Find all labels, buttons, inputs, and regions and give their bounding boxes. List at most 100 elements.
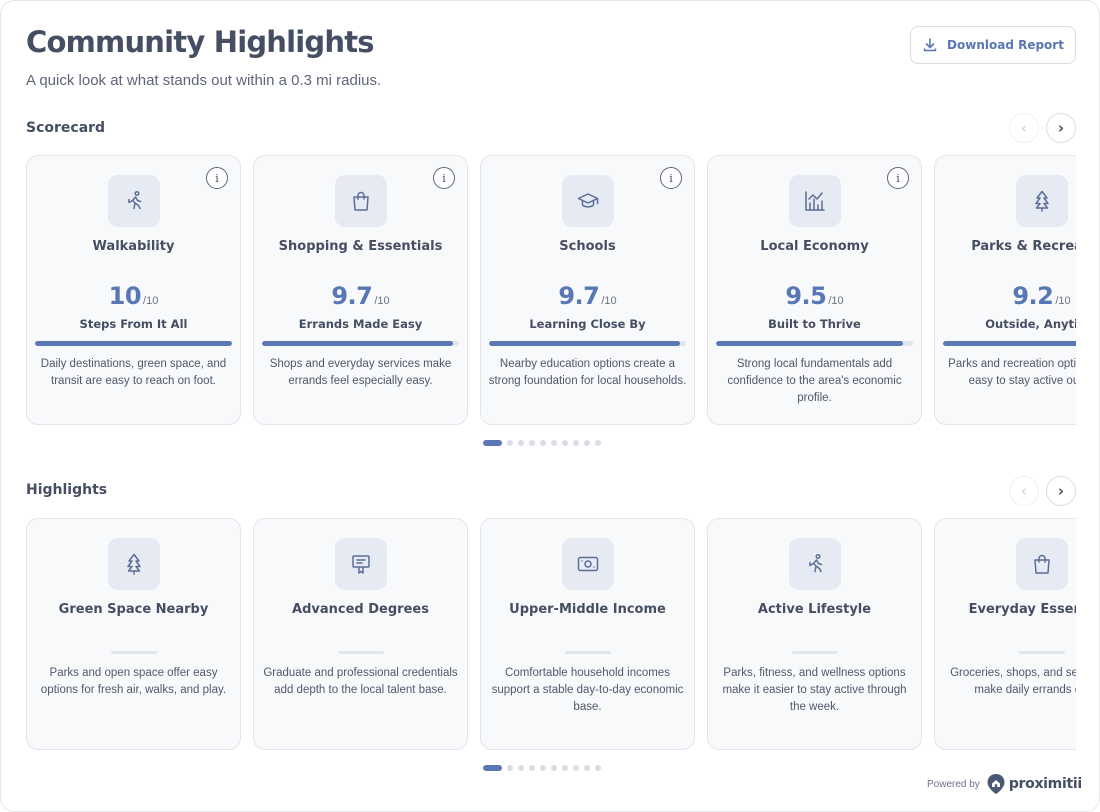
card-description: Daily destinations, green space, and tra… — [40, 358, 227, 387]
card-title: Walkability — [92, 239, 175, 254]
highlight-card[interactable]: Upper-Middle Income Comfortable household… — [480, 518, 695, 750]
card-icon-tile — [562, 538, 614, 590]
scorecard-page-dot[interactable] — [573, 440, 579, 446]
highlights-page-dot[interactable] — [518, 765, 524, 771]
card-title: Advanced Degrees — [292, 602, 429, 617]
scorecard-next-button[interactable]: › — [1046, 113, 1076, 143]
scorecard-page-dot[interactable] — [483, 440, 502, 446]
scorecard-prev-button[interactable]: ‹ — [1009, 113, 1039, 143]
scorecard-page-dot[interactable] — [551, 440, 557, 446]
score-value: 9.7 — [331, 282, 373, 310]
scorecard-card[interactable]: i Schools 9.7/10 Learning Close By Nearby ed… — [480, 155, 695, 425]
tree-icon — [127, 553, 141, 575]
highlights-page-dot[interactable] — [529, 765, 535, 771]
graduation-cap-icon — [577, 193, 599, 208]
highlights-next-button[interactable]: › — [1046, 476, 1076, 506]
card-icon-tile — [108, 175, 160, 227]
info-button[interactable]: i — [660, 167, 682, 189]
card-title: Green Space Nearby — [58, 602, 209, 617]
card-title: Upper-Middle Income — [509, 602, 666, 617]
card-title: Active Lifestyle — [757, 602, 872, 617]
card-divider — [565, 651, 611, 654]
highlights-page-dot[interactable] — [595, 765, 601, 771]
card-tagline: Steps From It All — [79, 317, 188, 331]
card-divider — [338, 651, 384, 654]
page-subtitle: A quick look at what stands out within a… — [26, 72, 382, 89]
card-description: Groceries, shops, and services help make… — [950, 667, 1076, 696]
card-tagline: Outside, Anytime — [985, 317, 1076, 331]
scorecard-card[interactable]: i Shopping & Essentials 9.7/10 Errands Made… — [253, 155, 468, 425]
highlights-page-dot[interactable] — [483, 765, 502, 771]
score-max: /10 — [601, 295, 617, 307]
card-icon-tile — [1016, 538, 1068, 590]
score-bar — [716, 341, 913, 346]
score-bar-fill — [262, 341, 454, 346]
info-button[interactable]: i — [206, 167, 228, 189]
highlights-pagination — [483, 765, 601, 771]
card-divider — [111, 651, 157, 654]
score-max: /10 — [374, 295, 390, 307]
highlights-page-dot[interactable] — [562, 765, 568, 771]
scorecard-page-dot[interactable] — [595, 440, 601, 446]
highlights-page-dot[interactable] — [507, 765, 513, 771]
scorecard-page-dot[interactable] — [540, 440, 546, 446]
info-button[interactable]: i — [887, 167, 909, 189]
score: 9.2/10 — [935, 282, 1076, 310]
score: 9.7/10 — [481, 282, 694, 310]
brand-logo[interactable]: proximitii — [986, 773, 1082, 795]
card-icon-tile — [335, 175, 387, 227]
score-bar — [489, 341, 686, 346]
card-description: Comfortable household incomes support a … — [491, 667, 684, 713]
score-bar — [262, 341, 459, 346]
card-title: Everyday Essentials — [968, 602, 1076, 617]
scorecard-page-dot[interactable] — [562, 440, 568, 446]
highlights-page-dot[interactable] — [551, 765, 557, 771]
score-max: /10 — [828, 295, 844, 307]
highlight-card[interactable]: Everyday Essentials Groceries, shops, and… — [934, 518, 1076, 750]
highlights-prev-button[interactable]: ‹ — [1009, 476, 1039, 506]
card-icon-tile — [108, 538, 160, 590]
highlights-page-dot[interactable] — [540, 765, 546, 771]
scorecard-page-dot[interactable] — [584, 440, 590, 446]
card-tagline: Learning Close By — [529, 317, 646, 331]
scorecard-carousel: i Walkability 10/10 Steps From It All Daily … — [26, 155, 1076, 425]
page-title: Community Highlights — [26, 25, 375, 59]
highlights-page-dot[interactable] — [584, 765, 590, 771]
card-icon-tile — [789, 175, 841, 227]
card-icon-tile — [562, 175, 614, 227]
highlights-carousel: Green Space Nearby Parks and open space o… — [26, 518, 1076, 750]
highlight-card[interactable]: Advanced Degrees Graduate and professiona… — [253, 518, 468, 750]
score-max: /10 — [143, 295, 159, 307]
score-value: 10 — [108, 282, 142, 310]
highlights-section-title: Highlights — [26, 482, 108, 498]
download-icon — [923, 38, 937, 52]
score: 9.5/10 — [708, 282, 921, 310]
card-tagline: Errands Made Easy — [298, 317, 423, 331]
highlights-page-dot[interactable] — [573, 765, 579, 771]
highlight-card[interactable]: Active Lifestyle Parks, fitness, and well… — [707, 518, 922, 750]
card-title: Shopping & Essentials — [278, 239, 443, 254]
card-icon-tile — [789, 538, 841, 590]
score-bar — [35, 341, 232, 346]
scorecard-page-dot[interactable] — [529, 440, 535, 446]
cash-icon — [577, 556, 599, 572]
card-description: Nearby education options create a strong… — [488, 358, 687, 387]
shopping-bag-icon — [1034, 554, 1050, 574]
walking-person-icon — [128, 190, 142, 210]
scorecard-card[interactable]: i Walkability 10/10 Steps From It All Daily … — [26, 155, 241, 425]
info-button[interactable]: i — [433, 167, 455, 189]
download-report-button[interactable]: Download Report — [910, 26, 1076, 64]
scorecard-page-dot[interactable] — [507, 440, 513, 446]
card-icon-tile — [1016, 175, 1068, 227]
shopping-bag-icon — [353, 191, 369, 211]
scorecard-card[interactable]: i Local Economy 9.5/10 Built to Thrive Stron… — [707, 155, 922, 425]
card-description: Shops and everyday services make errands… — [269, 358, 452, 387]
score-bar — [943, 341, 1076, 346]
score-bar-fill — [35, 341, 232, 346]
score-bar-fill — [489, 341, 681, 346]
scorecard-page-dot[interactable] — [518, 440, 524, 446]
highlight-card[interactable]: Green Space Nearby Parks and open space o… — [26, 518, 241, 750]
walking-person-icon — [809, 553, 823, 573]
